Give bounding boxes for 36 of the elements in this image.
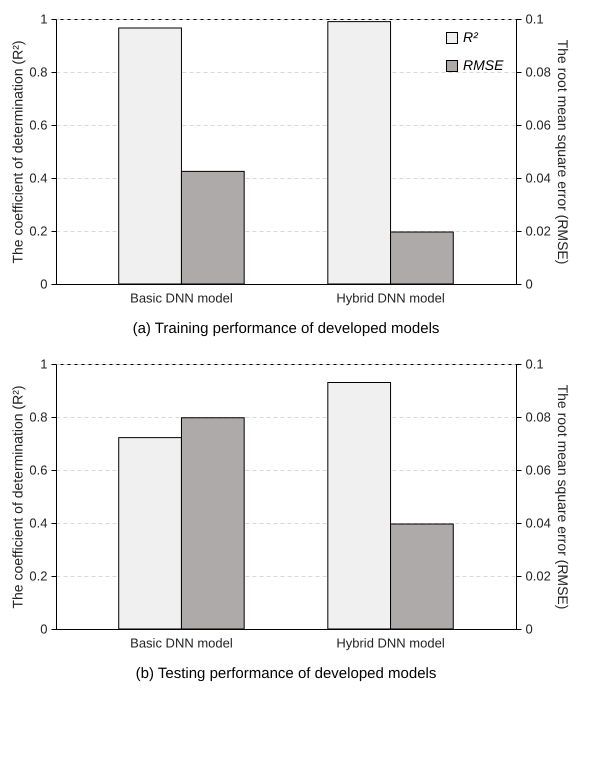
y2-tick-label: 0.06 <box>526 118 551 132</box>
y-tick-label: 0.6 <box>29 462 48 478</box>
y-tick-label: 0.8 <box>29 410 48 424</box>
y-tick-label: 0.4 <box>29 516 48 530</box>
y-tick-label: 0 <box>40 622 48 636</box>
y-axis-title: The coefficient of determination (R²) <box>9 385 26 609</box>
legend-label: RMSE <box>463 57 504 73</box>
text: (a) Training performance of developed models <box>132 320 440 337</box>
y-tick-label: 0.2 <box>29 224 48 238</box>
x-tick-label: Hybrid DNN model <box>336 290 445 306</box>
y-tick-label: 0 <box>40 276 48 292</box>
y2-tick-label: 0.06 <box>526 462 551 478</box>
y2-tick-label: 0.08 <box>526 410 551 424</box>
y-tick-label: 0.2 <box>29 568 48 584</box>
y-tick-label: 0.6 <box>29 118 48 132</box>
y-tick-label: 0.8 <box>29 64 48 80</box>
x-tick-label: Hybrid DNN model <box>336 636 445 650</box>
y-tick-label: 1 <box>40 356 48 372</box>
x-tick-label: Basic DNN model <box>130 290 233 306</box>
x-tick-label: Basic DNN model <box>130 636 233 650</box>
legend-label: R² <box>463 29 480 45</box>
y2-tick-label: 0.04 <box>526 170 551 186</box>
y2-tick-label: 0.1 <box>526 12 544 26</box>
y2-tick-label: 0.04 <box>526 516 551 530</box>
text: (b) Testing performance of developed models <box>136 665 436 682</box>
y-tick-label: 1 <box>40 12 48 26</box>
y2-tick-label: 0.08 <box>526 64 551 80</box>
y-axis-title: The coefficient of determination (R²) <box>9 40 26 264</box>
y-tick-label: 0.4 <box>29 170 48 186</box>
y2-tick-label: 0.02 <box>526 224 551 238</box>
y2-tick-label: 0 <box>526 276 533 292</box>
y2-tick-label: 0.02 <box>526 568 551 584</box>
y2-tick-label: 0 <box>526 622 533 636</box>
y2-axis-title: The root mean square error (RMSE) <box>554 384 571 610</box>
y2-tick-label: 0.1 <box>526 356 544 372</box>
y2-axis-title: The root mean square error (RMSE) <box>554 40 571 264</box>
